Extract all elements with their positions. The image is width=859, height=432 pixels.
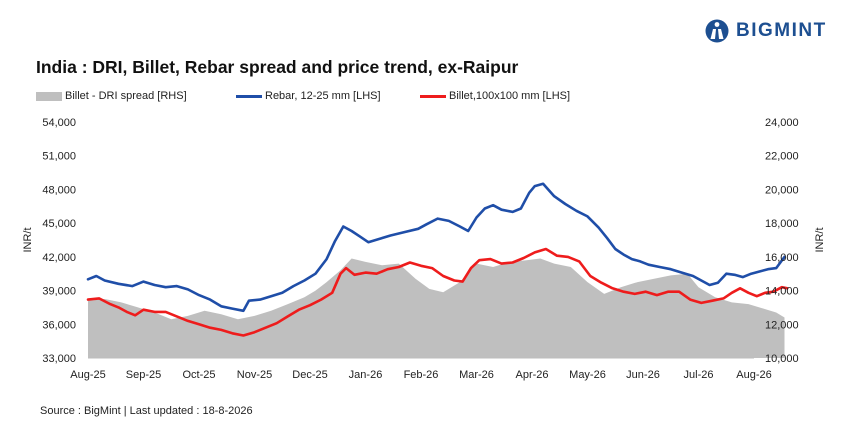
legend-label-billet: Billet,100x100 mm [LHS] [449, 90, 571, 102]
x-tick-label: Aug-25 [70, 369, 105, 381]
legend-swatch-rebar [236, 94, 262, 98]
chart-title: India : DRI, Billet, Rebar spread and pr… [36, 57, 519, 77]
x-tick-label: May-26 [569, 369, 606, 381]
x-tick-label: Aug-26 [736, 369, 771, 381]
legend-swatch-billet [420, 94, 446, 98]
legend-swatch-spread [36, 91, 62, 101]
y-right-tick-label: 14,000 [765, 286, 799, 298]
y-left-tick-label: 45,000 [42, 218, 76, 230]
y-right-tick-label: 16,000 [765, 252, 799, 264]
y-right-tick-label: 12,000 [765, 319, 799, 331]
x-tick-label: Feb-26 [404, 369, 439, 381]
y-left-tick-label: 36,000 [42, 319, 76, 331]
bigmint-logo [705, 19, 729, 43]
series-line-rebar [86, 182, 786, 313]
y-left-tick-label: 48,000 [42, 184, 76, 196]
y-left-axis-label: INR/t [22, 227, 34, 252]
y-left-tick-label: 39,000 [42, 286, 76, 298]
x-tick-label: Nov-25 [237, 369, 272, 381]
x-tick-label: Sep-25 [126, 369, 161, 381]
legend-item-spread: Billet - DRI spread [RHS] [36, 90, 187, 102]
legend-label-spread: Billet - DRI spread [RHS] [65, 90, 187, 102]
x-tick-label: Oct-25 [182, 369, 215, 381]
y-right-axis-label: INR/t [814, 227, 826, 252]
x-tick-label: Mar-26 [459, 369, 494, 381]
y-right-tick-label: 24,000 [765, 117, 799, 129]
series-line-billet [86, 247, 789, 337]
y-right-tick-label: 22,000 [765, 151, 799, 163]
y-left-tick-label: 54,000 [42, 117, 76, 129]
x-tick-label: Jun-26 [626, 369, 660, 381]
bigmint-logo-icon [705, 19, 729, 43]
x-tick-label: Jan-26 [349, 369, 383, 381]
y-left-tick-label: 51,000 [42, 151, 76, 163]
x-tick-label: Apr-26 [515, 369, 548, 381]
source-note: Source : BigMint | Last updated : 18-8-2… [40, 405, 253, 417]
brand-name: BIGMINT [736, 20, 827, 41]
x-tick-label: Dec-25 [292, 369, 327, 381]
x-tick-label: Jul-26 [684, 369, 714, 381]
y-left-tick-label: 33,000 [42, 353, 76, 365]
y-right-tick-label: 20,000 [765, 184, 799, 196]
series-area-spread [88, 258, 785, 358]
legend-item-billet: Billet,100x100 mm [LHS] [420, 90, 570, 102]
y-right-tick-label: 18,000 [765, 218, 799, 230]
y-left-tick-label: 42,000 [42, 252, 76, 264]
legend-label-rebar: Rebar, 12-25 mm [LHS] [265, 90, 381, 102]
y-right-tick-label: 10,000 [765, 353, 799, 365]
legend-item-rebar: Rebar, 12-25 mm [LHS] [236, 90, 381, 102]
